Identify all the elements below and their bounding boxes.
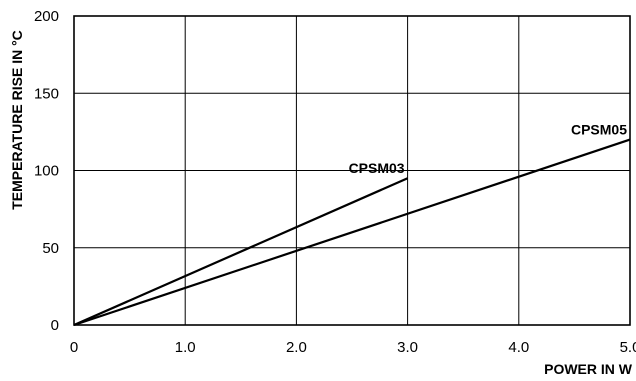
x-tick-label: 2.0 <box>286 339 307 356</box>
x-tick-label: 0 <box>70 339 78 356</box>
series-label-cpsm03: CPSM03 <box>349 160 405 176</box>
series-line-cpsm03 <box>73 177 409 327</box>
x-tick-labels: 0 1.0 2.0 3.0 4.0 5.0 <box>70 339 636 356</box>
x-tick-label: 1.0 <box>175 339 196 356</box>
x-tick-label: 4.0 <box>508 339 529 356</box>
y-tick-label: 0 <box>51 317 59 334</box>
y-tick-label: 150 <box>34 85 59 102</box>
y-tick-label: 50 <box>42 240 59 257</box>
series-group: CPSM03 CPSM05 <box>73 122 631 327</box>
x-tick-label: 3.0 <box>397 339 418 356</box>
y-axis-title: TEMPERATURE RISE IN °C <box>9 30 25 210</box>
y-tick-label: 200 <box>34 8 59 25</box>
y-tick-label: 100 <box>34 163 59 180</box>
x-tick-label: 5.0 <box>620 339 636 356</box>
x-axis-title: POWER IN W <box>544 361 633 377</box>
y-tick-labels: 0 50 100 150 200 <box>34 8 59 334</box>
grid <box>74 16 630 325</box>
series-line-cpsm05 <box>73 138 631 327</box>
series-label-cpsm05: CPSM05 <box>571 122 627 138</box>
plot-frame <box>73 15 631 326</box>
